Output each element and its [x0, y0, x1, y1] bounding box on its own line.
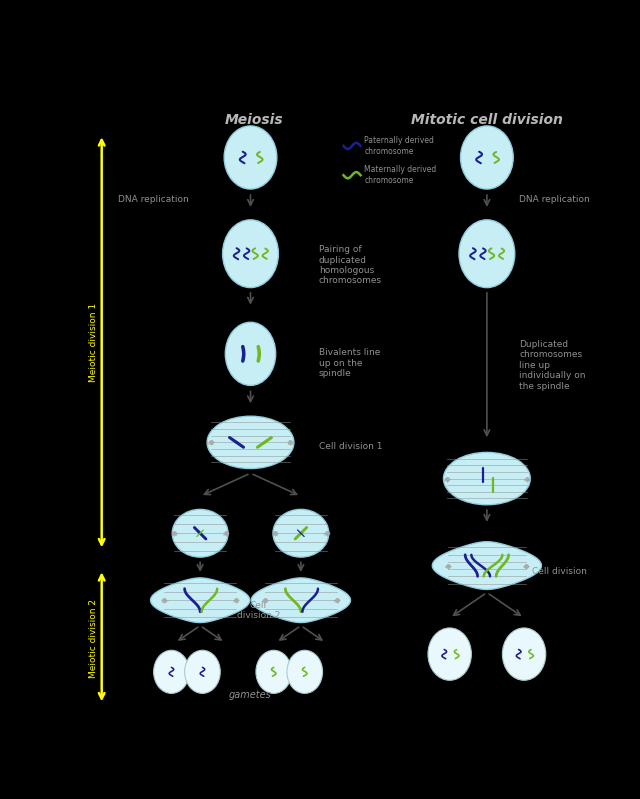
- Ellipse shape: [256, 650, 292, 694]
- Ellipse shape: [287, 650, 323, 694]
- Ellipse shape: [172, 510, 228, 557]
- Ellipse shape: [444, 452, 531, 505]
- Text: Pairing of
duplicated
homologous
chromosomes: Pairing of duplicated homologous chromos…: [319, 245, 382, 285]
- Ellipse shape: [224, 126, 277, 189]
- Ellipse shape: [154, 650, 189, 694]
- Ellipse shape: [273, 510, 329, 557]
- Ellipse shape: [461, 126, 513, 189]
- Text: Cell
division 2: Cell division 2: [237, 601, 280, 620]
- Ellipse shape: [225, 322, 276, 385]
- Ellipse shape: [207, 416, 294, 468]
- Text: DNA replication: DNA replication: [520, 195, 590, 205]
- Text: Maternally derived
chromosome: Maternally derived chromosome: [364, 165, 436, 185]
- Text: Cell division: Cell division: [532, 567, 587, 576]
- Text: Meiosis: Meiosis: [225, 113, 284, 127]
- Ellipse shape: [459, 220, 515, 288]
- Ellipse shape: [184, 650, 220, 694]
- Polygon shape: [150, 578, 250, 622]
- Ellipse shape: [502, 628, 546, 680]
- Ellipse shape: [223, 220, 278, 288]
- Text: Mitotic cell division: Mitotic cell division: [411, 113, 563, 127]
- Ellipse shape: [428, 628, 472, 680]
- Text: Meiotic division 1: Meiotic division 1: [90, 303, 99, 382]
- Text: DNA replication: DNA replication: [118, 195, 189, 205]
- Text: Meiotic division 2: Meiotic division 2: [90, 599, 99, 678]
- Text: Paternally derived
chromosome: Paternally derived chromosome: [364, 137, 435, 156]
- Text: Bivalents line
up on the
spindle: Bivalents line up on the spindle: [319, 348, 380, 378]
- Text: Cell division 1: Cell division 1: [319, 442, 382, 451]
- Polygon shape: [432, 542, 541, 590]
- Text: gametes: gametes: [229, 690, 272, 700]
- Polygon shape: [252, 578, 351, 622]
- Text: Duplicated
chromosomes
line up
individually on
the spindle: Duplicated chromosomes line up individua…: [520, 340, 586, 391]
